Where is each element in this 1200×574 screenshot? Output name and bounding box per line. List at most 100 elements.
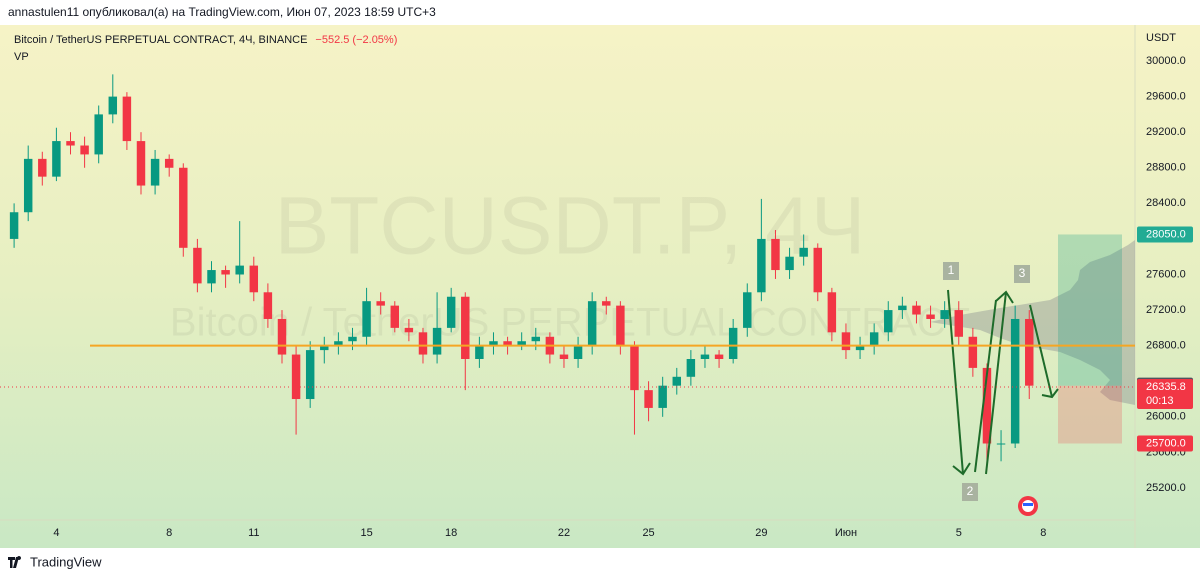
- candle-body: [869, 332, 879, 346]
- annotation-1: 1: [943, 262, 959, 280]
- price-label-box: [1137, 378, 1193, 409]
- candle-body: [799, 247, 808, 257]
- candle-body: [80, 145, 89, 155]
- candle-body: [277, 318, 287, 355]
- candle-body: [348, 336, 357, 342]
- candle-body: [193, 247, 202, 284]
- footer-brand: TradingView: [30, 554, 102, 569]
- x-tick-label: 5: [956, 527, 962, 539]
- header-bar: [0, 0, 1200, 25]
- x-tick-label: 22: [558, 527, 570, 539]
- candle-body: [221, 270, 230, 275]
- candle-body: [291, 354, 301, 400]
- arrow-line: [947, 289, 964, 475]
- candle-body: [573, 345, 583, 360]
- candle-body: [898, 305, 907, 311]
- candle-body: [1025, 318, 1034, 386]
- candle-body: [432, 327, 442, 355]
- candle-body: [235, 265, 244, 275]
- candle-body: [714, 354, 724, 360]
- candle-body: [52, 141, 61, 177]
- candle-body: [531, 336, 541, 342]
- arrow-line: [985, 291, 1007, 475]
- candle-body: [66, 141, 75, 146]
- candle-body: [418, 332, 428, 355]
- candle-body: [602, 301, 611, 306]
- y-tick-label: 28400.0: [1146, 197, 1186, 209]
- x-tick-label: Июн: [835, 527, 857, 539]
- y-tick-label: 30000.0: [1146, 55, 1186, 67]
- price-label-box: [1137, 226, 1193, 243]
- event-icon-stripe: [1023, 503, 1033, 506]
- x-tick-label: 11: [248, 527, 259, 539]
- header-text: annastulen11 опубликовал(а) на TradingVi…: [8, 5, 436, 19]
- candle-body: [996, 443, 1006, 445]
- y-tick-label: 27600.0: [1146, 268, 1186, 280]
- annotation-text: 1: [948, 263, 955, 277]
- candle-body: [700, 354, 710, 360]
- legend-title: Bitcoin / TetherUS PERPETUAL CONTRACT, 4…: [14, 34, 307, 46]
- candle-body: [1010, 318, 1020, 444]
- candle-body: [150, 158, 160, 186]
- annotation-text: 3: [1019, 266, 1026, 280]
- chart-background: [0, 25, 1200, 548]
- x-tick-label: 25: [642, 527, 654, 539]
- candle-body: [827, 292, 837, 333]
- x-tick-label: 8: [1040, 527, 1046, 539]
- arrow-line: [974, 299, 997, 473]
- legend: Bitcoin / TetherUS PERPETUAL CONTRACT, 4…: [14, 34, 397, 46]
- footer-bar: [0, 548, 1200, 574]
- watermark-subtitle: Bitcoin / TetherUS PERPETUAL CONTRACT: [170, 301, 970, 345]
- candle-body: [644, 390, 653, 408]
- candle-body: [38, 158, 47, 177]
- x-tick-label: 18: [445, 527, 457, 539]
- y-tick-label: 29200.0: [1146, 126, 1186, 138]
- y-tick-label: 26800.0: [1146, 340, 1186, 352]
- x-tick-label: 15: [360, 527, 372, 539]
- candle-body: [207, 270, 216, 284]
- event-flag[interactable]: [1018, 496, 1038, 516]
- candle-body: [376, 301, 385, 306]
- candle-body: [728, 327, 738, 360]
- candle-body: [23, 158, 33, 213]
- candle-body: [559, 354, 569, 360]
- y-tick-label: 28800.0: [1146, 162, 1186, 174]
- x-tick-label: 4: [53, 527, 59, 539]
- candle-body: [757, 238, 766, 293]
- candle-body: [164, 158, 174, 168]
- annotation-box: [943, 262, 959, 280]
- candle-body: [249, 265, 259, 293]
- candle-body: [771, 238, 780, 271]
- candle-body: [179, 167, 188, 248]
- price-countdown: 00:13: [1146, 395, 1174, 407]
- candle-body: [616, 305, 625, 346]
- x-tick-label: 29: [755, 527, 767, 539]
- candle-body: [672, 376, 681, 386]
- candle-body: [743, 292, 752, 328]
- drawn-arrows: [947, 289, 1059, 476]
- candle-body: [940, 310, 949, 319]
- candle-body: [305, 350, 315, 400]
- candle-body: [475, 345, 484, 360]
- candle-body: [122, 96, 132, 142]
- candle-body: [263, 292, 273, 319]
- candle-body: [912, 305, 921, 315]
- candle-body: [658, 385, 667, 408]
- price-label-box: [1137, 435, 1193, 452]
- candle-body: [446, 296, 456, 328]
- price-label: 25700.0: [1146, 437, 1186, 449]
- annotation-text: 2: [967, 484, 974, 498]
- candle-body: [334, 341, 343, 346]
- candle-body: [108, 96, 118, 115]
- annotation-2: 2: [962, 483, 978, 501]
- footer-logo: TradingView: [8, 554, 102, 569]
- target-zone: [1058, 234, 1122, 386]
- candle-body: [686, 359, 696, 377]
- annotation-box: [962, 483, 978, 501]
- candle-body: [982, 367, 992, 444]
- arrow-head: [1041, 388, 1059, 399]
- candle-body: [855, 345, 865, 351]
- candle-body: [362, 301, 371, 337]
